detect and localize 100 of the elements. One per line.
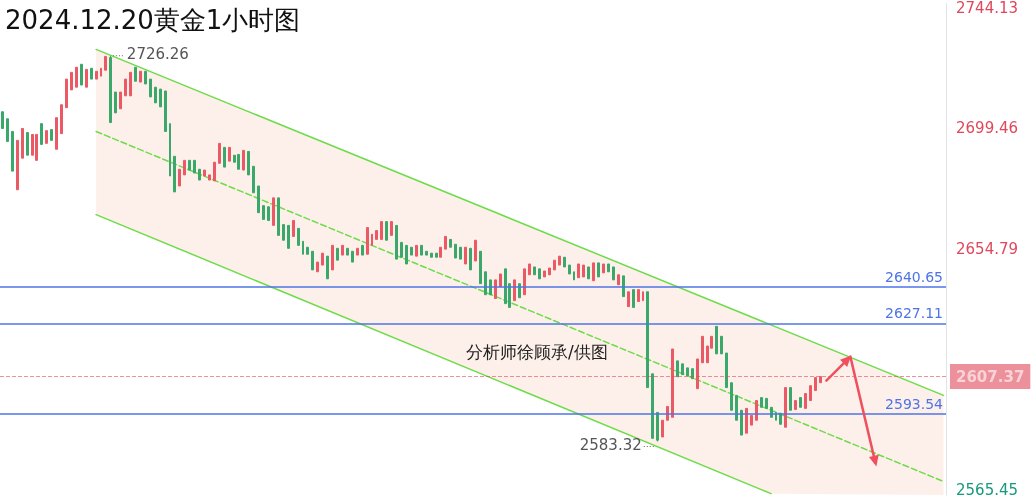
- candlestick: [129, 71, 132, 97]
- candlestick: [602, 263, 605, 274]
- candlestick: [292, 220, 295, 237]
- candlestick: [691, 368, 694, 380]
- ref-line-label: 2593.54: [885, 395, 944, 412]
- candlestick: [26, 132, 29, 156]
- candlestick: [538, 268, 541, 280]
- candlestick: [371, 233, 373, 246]
- candlestick: [720, 335, 723, 355]
- chart-title: 2024.12.20黄金1小时图: [5, 5, 301, 35]
- candlestick: [149, 78, 152, 98]
- candlestick: [523, 268, 526, 296]
- candlestick: [1, 111, 4, 129]
- candlestick: [390, 221, 393, 236]
- y-tick-label: 2699.46: [956, 119, 1019, 138]
- candlestick: [252, 165, 255, 194]
- candlestick: [750, 414, 753, 426]
- annotation: 2726.26: [126, 45, 189, 64]
- candlestick: [415, 244, 418, 257]
- candlestick: [282, 224, 285, 241]
- candlestick: [21, 127, 24, 159]
- candlestick: [95, 70, 98, 80]
- candlestick: [573, 271, 575, 281]
- candlestick: [124, 78, 127, 97]
- candlestick: [804, 393, 807, 409]
- candlestick: [632, 289, 635, 308]
- candlestick: [80, 63, 83, 86]
- candlestick: [366, 227, 369, 255]
- candlestick: [336, 247, 339, 261]
- candlestick: [459, 246, 462, 260]
- candlestick: [85, 68, 88, 88]
- candlestick: [262, 205, 265, 220]
- candlestick: [622, 275, 625, 298]
- candlestick: [760, 397, 763, 408]
- candlestick: [65, 78, 68, 109]
- candlestick: [725, 352, 728, 389]
- candlestick: [50, 129, 53, 141]
- candlestick: [75, 66, 78, 88]
- candlestick: [661, 419, 664, 438]
- candlestick: [642, 291, 644, 302]
- candlestick: [454, 243, 457, 259]
- candlestick: [119, 91, 122, 110]
- candlestick: [154, 86, 157, 104]
- candlestick: [656, 411, 659, 443]
- candlestick: [607, 263, 610, 273]
- candlestick: [543, 270, 546, 278]
- candlestick: [474, 239, 477, 262]
- candlestick: [193, 159, 196, 174]
- candlestick: [430, 252, 433, 258]
- candlestick: [287, 224, 290, 249]
- candlestick: [326, 255, 329, 280]
- candlestick: [439, 246, 442, 258]
- candlestick: [267, 206, 270, 222]
- candlestick: [375, 230, 378, 240]
- candlestick: [735, 394, 738, 421]
- candlestick: [425, 250, 428, 256]
- candlestick: [789, 387, 792, 411]
- annotation: 分析师徐顾承/供图: [466, 341, 608, 362]
- candlestick: [464, 246, 467, 265]
- candlestick: [70, 71, 73, 91]
- candlestick: [799, 397, 802, 408]
- candlestick: [6, 118, 9, 142]
- candlestick: [356, 247, 359, 256]
- candlestick: [45, 130, 48, 144]
- candlestick: [40, 123, 43, 145]
- candlestick: [159, 88, 162, 108]
- candlestick: [311, 250, 314, 271]
- candlestick: [100, 67, 102, 77]
- candlestick: [277, 197, 280, 236]
- candlestick: [577, 263, 580, 279]
- candlestick: [306, 246, 309, 255]
- candlestick: [242, 149, 245, 171]
- candlestick: [499, 273, 502, 288]
- candlestick: [169, 123, 171, 177]
- candlestick: [504, 268, 507, 305]
- y-tick-label: 2654.79: [956, 239, 1019, 258]
- candlestick: [144, 70, 147, 85]
- candlestick: [479, 250, 482, 285]
- candlestick: [587, 266, 590, 280]
- candlestick: [139, 70, 142, 83]
- candlestick: [257, 185, 260, 214]
- candlestick: [715, 325, 718, 355]
- candlestick: [55, 117, 58, 150]
- candlestick: [730, 382, 733, 411]
- candlestick: [109, 55, 112, 124]
- candlestick: [484, 271, 487, 296]
- y-tick-label: 2744.13: [956, 0, 1019, 17]
- candlestick: [331, 244, 334, 271]
- candlestick: [686, 367, 689, 377]
- candlestick: [627, 291, 630, 308]
- candlestick: [420, 244, 423, 256]
- candlestick: [740, 409, 743, 436]
- candlestick: [400, 241, 403, 258]
- candlestick: [814, 377, 817, 392]
- candlestick: [701, 335, 704, 364]
- candlestick: [671, 348, 674, 418]
- candlestick: [449, 238, 452, 248]
- candlestick: [178, 168, 181, 187]
- candlestick: [444, 235, 447, 250]
- candlestick: [321, 252, 324, 266]
